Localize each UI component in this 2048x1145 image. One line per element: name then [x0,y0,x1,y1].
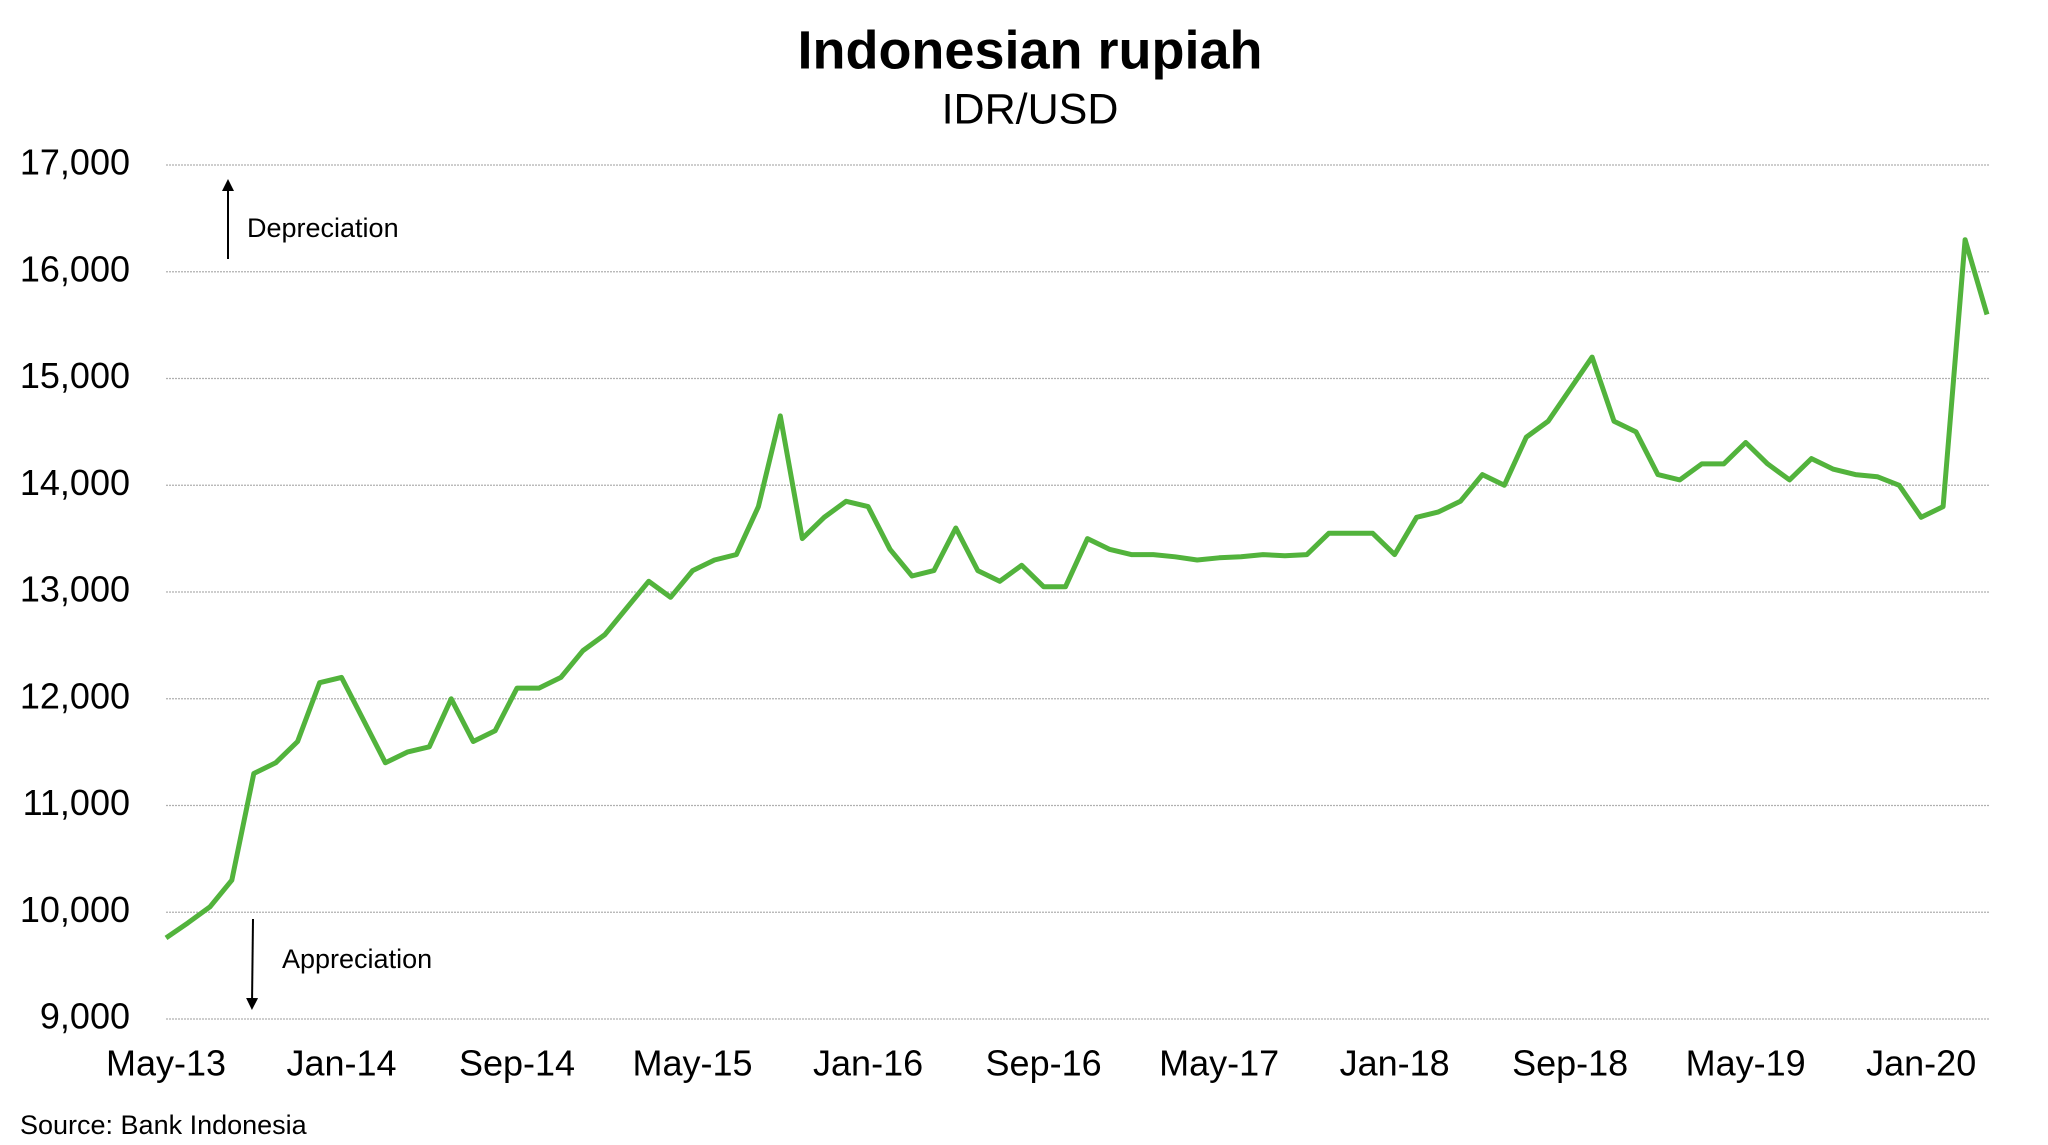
x-tick-label: May-17 [1159,1043,1279,1084]
x-tick-label: Jan-18 [1340,1043,1450,1084]
y-tick-label: 9,000 [40,996,130,1037]
y-tick-label: 15,000 [20,355,130,396]
y-tick-label: 17,000 [20,142,130,183]
x-tick-label: Sep-16 [986,1043,1102,1084]
chart-subtitle: IDR/USD [942,85,1119,133]
y-tick-label: 11,000 [23,782,130,823]
y-tick-label: 16,000 [20,248,130,289]
y-tick-label: 12,000 [20,675,130,716]
x-tick-label: May-19 [1686,1043,1806,1084]
x-tick-label: May-13 [106,1043,226,1084]
x-tick-label: Jan-16 [813,1043,923,1084]
annotation: Appreciation [282,944,432,974]
y-tick-label: 14,000 [20,462,130,503]
x-tick-label: Sep-18 [1512,1043,1628,1084]
y-tick-label: 13,000 [20,569,130,610]
y-tick-label: 10,000 [20,889,130,930]
arrow-down [246,918,259,1010]
line-series [164,237,1990,940]
chart-title: Indonesian rupiah [797,20,1262,80]
annotation: Depreciation [247,213,399,243]
x-tick-label: Sep-14 [459,1043,575,1084]
x-tick-label: Jan-14 [286,1043,396,1084]
source: Source: Bank Indonesia [20,1110,308,1140]
x-tick-label: May-15 [633,1043,753,1084]
x-tick-label: Jan-20 [1866,1043,1976,1084]
